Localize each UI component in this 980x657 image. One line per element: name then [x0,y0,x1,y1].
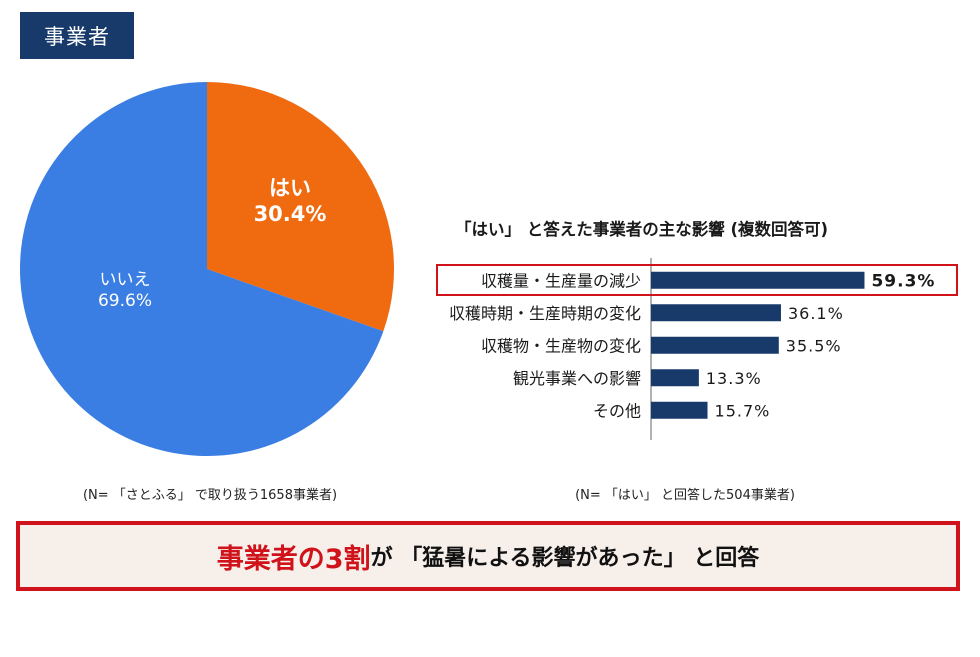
pie-label-no-value: 69.6% [97,291,152,312]
bar-category-label: 観光事業への影響 [513,369,641,388]
bar-category-label: 収穫物・生産物の変化 [481,336,641,355]
pie-label-no-category: いいえ [99,270,151,290]
bar-value-label: 13.3% [706,369,762,388]
bar-category-label: 収穫時期・生産時期の変化 [449,304,641,323]
bar [651,336,779,354]
bar [651,369,699,387]
bar [651,271,865,289]
banner-rest-text: が 「猛暑による影響があった」 と回答 [370,546,760,571]
bar-value-label: 35.5% [786,336,842,355]
highlight-box [436,264,958,296]
pie-label-yes: はい 30.4% [235,175,345,228]
pie-chart [20,82,394,456]
pie-slice-yes [207,82,394,332]
summary-banner: 事業者の3割 が 「猛暑による影響があった」 と回答 [16,521,960,591]
bar [651,304,781,322]
bar-category-label: その他 [593,401,641,420]
bar-value-label: 59.3% [871,271,935,291]
bar [651,401,708,419]
pie-label-yes-category: はい [269,176,311,200]
pie-label-no: いいえ 69.6% [70,270,180,313]
bar-value-label: 36.1% [788,304,844,323]
bar-chart-title: 「はい」 と答えた事業者の主な影響 (複数回答可) [455,220,829,239]
bar-chart: 収穫量・生産量の減少 59.3% 収穫時期・生産時期の変化 36.1% 収穫物・生産物の… [449,258,935,440]
pie-label-yes-value: 30.4% [253,202,327,227]
banner-accent-text: 事業者の3割 [216,543,371,575]
segment-tag: 事業者 [20,12,134,59]
pie-slice-no [20,82,384,456]
bar-category-label: 収穫量・生産量の減少 [481,271,641,290]
bar-value-label: 15.7% [715,401,771,420]
bar-note: (N= 「はい」 と回答した504事業者) [575,488,795,503]
pie-note: (N= 「さとふる」 で取り扱う1658事業者) [82,488,338,503]
